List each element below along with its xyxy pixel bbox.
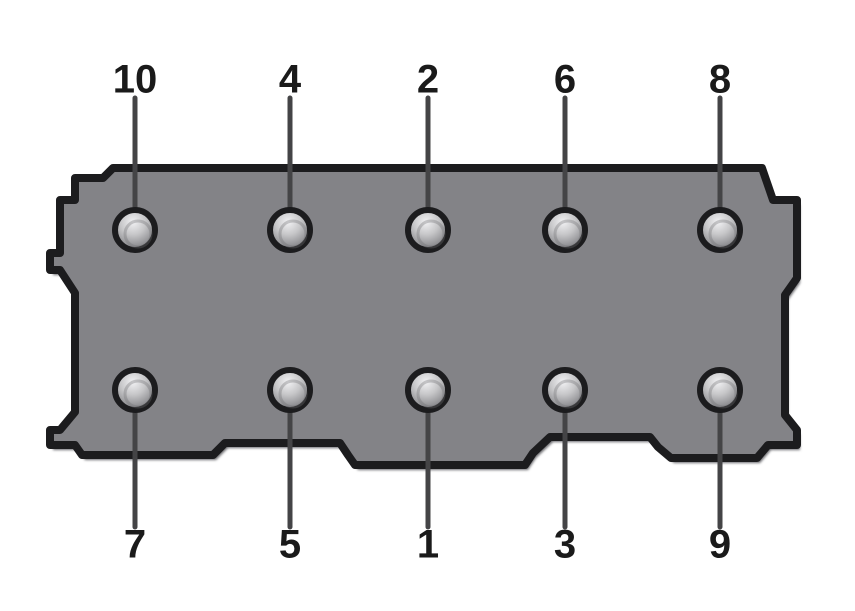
bolt-1 <box>408 370 448 410</box>
label-9: 9 <box>709 523 731 568</box>
bolt-2 <box>408 210 448 250</box>
label-6: 6 <box>554 58 576 103</box>
label-4: 4 <box>279 58 301 103</box>
bolt-6 <box>545 210 585 250</box>
label-10: 10 <box>113 58 158 103</box>
bolt-10 <box>115 210 155 250</box>
label-3: 3 <box>554 523 576 568</box>
label-8: 8 <box>709 58 731 103</box>
label-5: 5 <box>279 523 301 568</box>
label-2: 2 <box>417 58 439 103</box>
bolt-7 <box>115 370 155 410</box>
bolt-3 <box>545 370 585 410</box>
bolt-8 <box>700 210 740 250</box>
bolt-4 <box>270 210 310 250</box>
bolt-9 <box>700 370 740 410</box>
label-7: 7 <box>124 523 146 568</box>
bolt-5 <box>270 370 310 410</box>
diagram-stage: 10 4 2 6 8 7 5 1 3 9 <box>0 0 855 611</box>
label-1: 1 <box>417 523 439 568</box>
